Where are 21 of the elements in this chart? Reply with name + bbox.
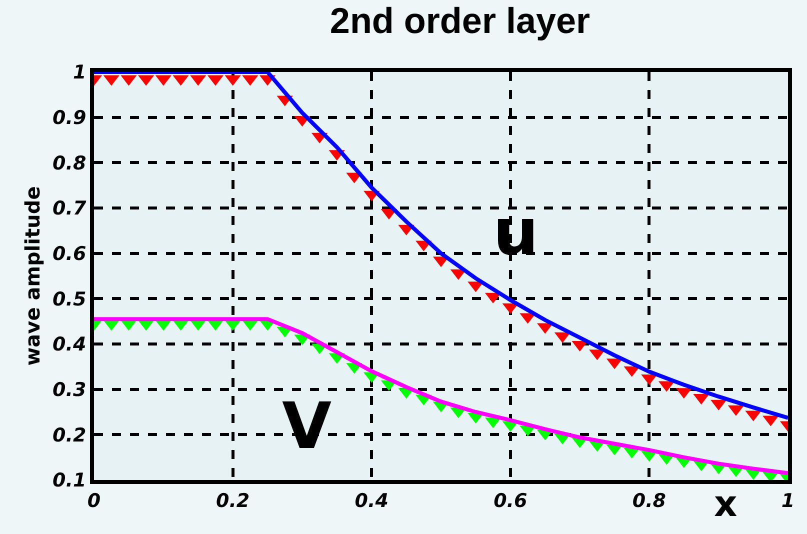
y-tick-label: 0.3 bbox=[52, 378, 86, 401]
x-tick-label: 0.4 bbox=[354, 490, 388, 512]
x-tick-label: 0.2 bbox=[216, 490, 250, 512]
series-label: V bbox=[282, 390, 332, 464]
x-tick-label: 0 bbox=[87, 490, 101, 512]
series-label: u bbox=[493, 196, 539, 270]
x-tick-label: 1 bbox=[781, 490, 795, 512]
y-tick-label: 0.4 bbox=[52, 334, 86, 356]
y-tick-label: 0.5 bbox=[52, 288, 86, 310]
y-tick-label: 0.9 bbox=[52, 106, 86, 129]
chart-title: 2nd order layer bbox=[330, 0, 590, 42]
x-tick-label: 0.6 bbox=[494, 490, 528, 512]
y-tick-label: 0.7 bbox=[52, 198, 87, 220]
y-tick-label: 0.6 bbox=[52, 242, 86, 265]
y-tick-label: 0.2 bbox=[52, 424, 86, 446]
y-axis-title: wave amplitude bbox=[20, 186, 45, 366]
x-axis-title: x bbox=[714, 484, 738, 525]
y-tick-label: 0.8 bbox=[52, 152, 86, 174]
y-tick-label: 1 bbox=[72, 62, 86, 84]
y-tick-label: 0.1 bbox=[52, 470, 86, 492]
x-tick-label: 0.8 bbox=[632, 490, 666, 512]
